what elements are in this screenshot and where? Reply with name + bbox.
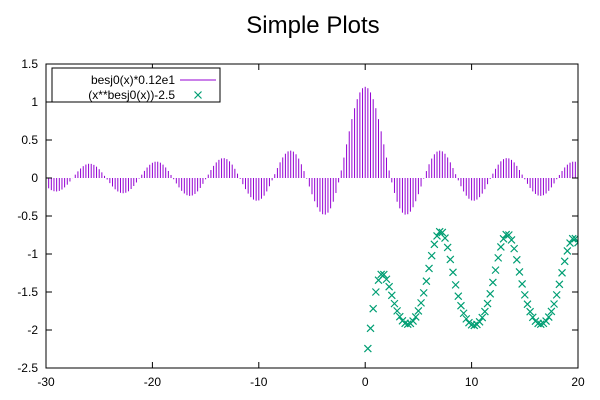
scatter-point: [526, 307, 535, 316]
y-tick-label: 1: [31, 95, 38, 109]
scatter-point: [494, 253, 503, 262]
scatter-point: [371, 288, 380, 296]
scatter-point: [382, 275, 391, 284]
scatter-point: [491, 266, 500, 275]
scatter-point: [379, 270, 388, 279]
legend-box: [51, 67, 221, 103]
scatter-point: [475, 317, 484, 326]
x-tick-label: 10: [465, 375, 479, 389]
scatter-point: [438, 228, 447, 237]
scatter-point: [496, 243, 505, 251]
scatter-point: [512, 255, 521, 264]
scatter-point: [446, 255, 455, 264]
scatter-point: [547, 307, 556, 316]
scatter-point: [459, 309, 468, 318]
scatter-point: [385, 282, 394, 291]
scatter-point: [451, 280, 460, 289]
scatter-point: [449, 268, 457, 277]
legend-label: besj0(x)*0.12e1: [91, 73, 175, 87]
scatter-point: [403, 320, 412, 329]
scatter-point: [499, 234, 508, 243]
y-tick-label: -2.5: [17, 361, 38, 375]
x-tick-label: -20: [144, 375, 162, 389]
x-tick-label: -30: [37, 375, 55, 389]
scatter-point: [441, 234, 449, 242]
scatter-point: [558, 268, 566, 277]
scatter-point: [480, 307, 489, 316]
y-tick-label: -2: [27, 323, 38, 337]
scatter-point: [552, 290, 561, 299]
scatter-point: [550, 300, 558, 308]
scatter-point: [390, 299, 399, 308]
scatter-point: [369, 304, 378, 313]
scatter-point: [393, 306, 402, 315]
scatter-point: [510, 244, 519, 253]
scatter-point: [542, 317, 551, 325]
y-tick-label: -1.5: [17, 285, 38, 299]
scatter-point: [488, 278, 497, 287]
y-tick-label: 0.5: [21, 133, 38, 147]
scatter-point: [536, 320, 545, 329]
y-tick-label: -1: [27, 247, 38, 261]
scatter-point: [419, 288, 428, 297]
scatter-point: [414, 306, 423, 315]
scatter-point: [363, 344, 372, 353]
chart-title: Simple Plots: [246, 12, 379, 39]
scatter-point: [478, 313, 487, 322]
scatter-point: [433, 231, 441, 240]
y-tick-label: 0: [31, 171, 38, 185]
scatter-point: [523, 300, 532, 309]
scatter-point: [366, 324, 375, 333]
legend-swatch-marker: [194, 91, 202, 99]
scatter-point: [483, 299, 492, 308]
scatter-point: [422, 277, 431, 286]
scatter-point: [427, 251, 436, 260]
scatter-point: [430, 240, 439, 249]
scatter-point: [425, 264, 433, 273]
scatter-point: [387, 291, 396, 300]
scatter-point: [507, 236, 516, 244]
plot-area: [46, 86, 578, 353]
scatter-point: [443, 243, 452, 252]
legend: besj0(x)*0.12e1(x**besj0(x))-2.5: [51, 67, 221, 103]
scatter-point: [486, 289, 495, 298]
scatter-point: [409, 317, 418, 325]
scatter-point: [555, 280, 564, 289]
y-tick-label: 1.5: [21, 57, 38, 71]
scatter-point: [417, 298, 425, 307]
scatter-point: [574, 238, 578, 247]
scatter-point: [395, 312, 404, 321]
scatter-point: [515, 268, 524, 276]
scatter-point: [544, 313, 553, 322]
scatter-point: [518, 280, 527, 288]
scatter-point: [560, 257, 569, 266]
scatter-point: [563, 247, 572, 255]
plot-border: [45, 63, 579, 369]
scatter-point: [568, 234, 577, 243]
x-tick-label: -10: [250, 375, 268, 389]
scatter-point: [411, 313, 420, 321]
scatter-point: [504, 231, 513, 239]
scatter-point: [457, 301, 465, 310]
scatter-point: [454, 292, 463, 301]
x-tick-label: 0: [362, 375, 369, 389]
y-tick-label: -0.5: [17, 209, 38, 223]
axes: -30 -20 -10 0 10 20 -2.5 -2 -1.5 -1 -0.5 0 0.5 1 1.5: [17, 57, 585, 389]
x-tick-label: 20: [571, 375, 585, 389]
scatter-point: [435, 227, 444, 236]
legend-label: (x**besj0(x))-2.5: [88, 88, 175, 102]
scatter-point: [520, 290, 529, 299]
scatter-point: [470, 321, 479, 330]
